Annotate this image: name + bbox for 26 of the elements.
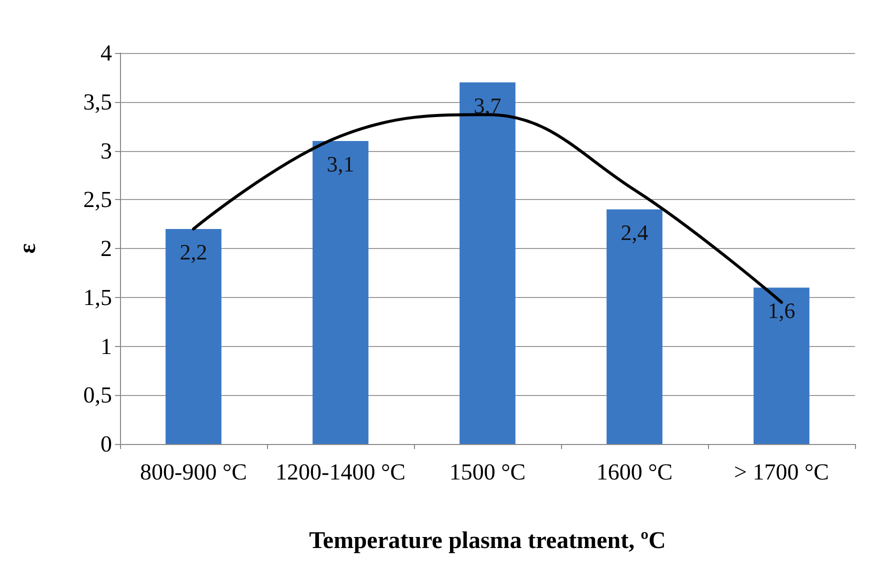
data-label: 2,2 [180, 239, 208, 264]
x-tick-label: 800-900 °C [140, 460, 247, 484]
x-tick-label: 1200-1400 °C [276, 460, 406, 484]
y-tick-label: 3 [100, 138, 112, 164]
y-tick-label: 2 [100, 236, 112, 261]
bar [754, 288, 810, 444]
data-label: 3,1 [326, 151, 354, 176]
y-tick-label: 0,5 [83, 382, 112, 408]
y-tick-label: 3,5 [83, 89, 112, 114]
y-tick-label: 0 [100, 432, 112, 456]
y-tick-label: 2,5 [83, 187, 112, 212]
y-tick-label: 4 [100, 40, 112, 66]
y-tick-label: 1 [100, 334, 112, 359]
bar [312, 140, 368, 444]
y-tick-label: 1,5 [83, 284, 112, 310]
x-tick-label: 1500 °C [449, 460, 526, 484]
y-axis-title: ε [15, 243, 41, 254]
data-label: 3,7 [474, 92, 502, 118]
bar [460, 82, 516, 444]
bar [606, 209, 662, 444]
data-label: 2,4 [620, 220, 648, 245]
x-axis-title: Temperature plasma treatment, ºC [309, 528, 666, 554]
data-label: 1,6 [768, 298, 796, 324]
x-tick-label: > 1700 °C [734, 460, 830, 484]
bar [166, 228, 222, 444]
x-tick-label: 1600 °C [596, 460, 673, 484]
